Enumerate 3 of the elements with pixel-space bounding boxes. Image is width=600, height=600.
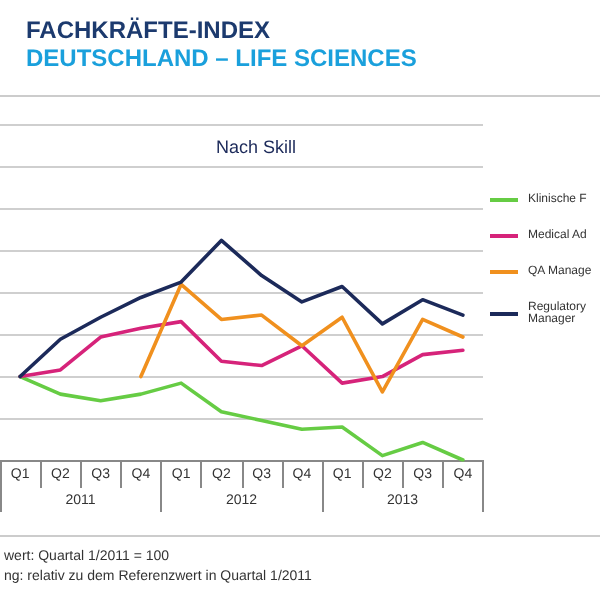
chart-title: FACHKRÄFTE-INDEX <box>26 16 270 44</box>
chart-subtitle: DEUTSCHLAND – LIFE SCIENCES <box>26 44 417 72</box>
text: Nach Skill <box>216 137 297 157</box>
